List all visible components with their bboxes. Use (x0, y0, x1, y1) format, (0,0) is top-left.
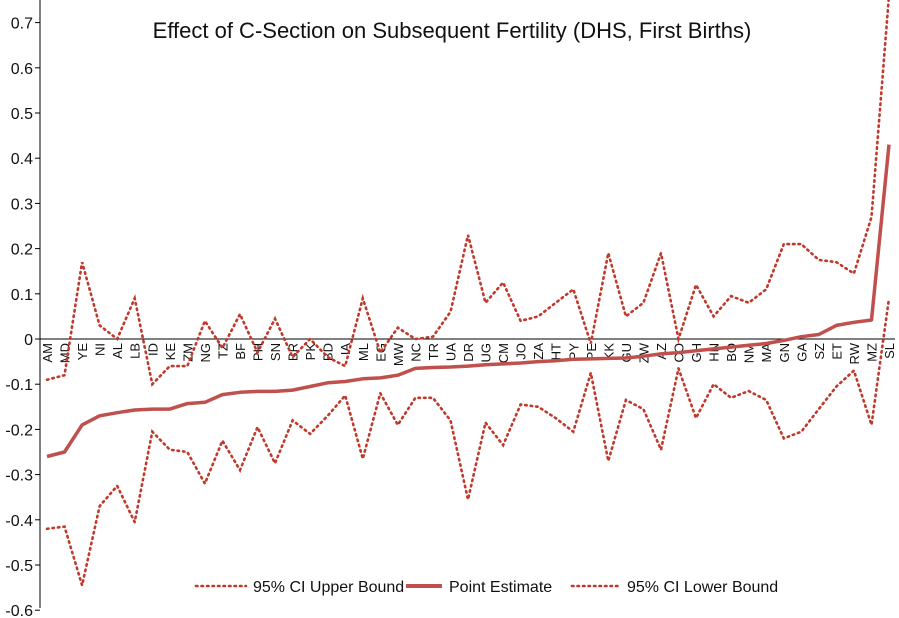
x-tick-label: AM (40, 343, 55, 363)
x-tick-label: SL (882, 343, 897, 359)
y-tick-label: -0.1 (5, 377, 33, 394)
x-tick-label: CM (496, 343, 511, 363)
series-line-0 (45, 0, 890, 387)
x-tick-label: UG (479, 343, 494, 363)
x-tick-label: YE (75, 343, 90, 361)
x-tick-label: LB (128, 343, 143, 359)
x-tick-label: ID (145, 343, 160, 356)
x-tick-label: JO (514, 343, 529, 360)
series-line-2 (45, 296, 891, 591)
y-tick-label: 0.6 (11, 61, 33, 78)
y-tick-label: -0.5 (5, 558, 33, 575)
x-tick-label: TZ (215, 343, 230, 359)
y-tick-label: 0.4 (11, 151, 33, 168)
x-tick-label: ZM (180, 343, 195, 362)
x-tick-label: NG (198, 343, 213, 363)
y-tick-label: -0.2 (5, 422, 33, 439)
x-tick-label: BD (321, 343, 336, 361)
x-tick-label: GA (794, 343, 809, 362)
x-tick-label: SZ (812, 343, 827, 360)
y-tick-label: 0 (24, 332, 33, 349)
legend-label-upper: 95% CI Upper Bound (253, 579, 404, 596)
x-tick-label: TR (426, 343, 441, 360)
x-tick-label: ET (829, 343, 844, 360)
x-tick-label: EG (373, 343, 388, 362)
x-tick-label: ML (356, 343, 371, 361)
x-tick-label: KE (163, 343, 178, 361)
x-tick-label: BF (233, 343, 248, 360)
x-tick-label: NI (93, 343, 108, 356)
x-tick-label: GH (689, 343, 704, 363)
y-tick-label: -0.6 (5, 603, 33, 618)
x-tick-label: MZ (864, 343, 879, 362)
x-tick-label: AZ (654, 343, 669, 360)
y-tick-label: 0.5 (11, 106, 33, 123)
x-axis-tick-labels: AM MD YE NI AL LB ID KE ZM NG TZ BF PH SN BR PK BD IA ML EG… (40, 342, 897, 366)
x-tick-label: RW (847, 342, 862, 364)
x-tick-label: PK (303, 343, 318, 361)
y-tick-label: -0.3 (5, 468, 33, 485)
x-tick-label: ZW (636, 342, 651, 363)
x-tick-label: HN (707, 343, 722, 362)
x-tick-label: ZA (531, 343, 546, 360)
y-tick-label: -0.4 (5, 513, 33, 530)
x-tick-label: PY (566, 343, 581, 361)
series-lines (45, 0, 891, 591)
x-tick-label: DR (461, 343, 476, 362)
y-tick-label: 0.2 (11, 242, 33, 259)
y-tick-label: 0.1 (11, 287, 33, 304)
x-tick-label: MW (391, 342, 406, 366)
x-tick-label: NC (408, 343, 423, 362)
legend-label-lower: 95% CI Lower Bound (627, 579, 778, 596)
x-tick-label: AL (110, 343, 125, 359)
x-tick-label: NM (742, 343, 757, 363)
x-tick-label: IA (338, 343, 353, 356)
x-tick-label: PE (584, 343, 599, 361)
legend-label-point: Point Estimate (449, 579, 552, 596)
x-tick-label: UA (443, 343, 458, 361)
x-tick-label: GN (777, 343, 792, 363)
y-tick-label: 0.3 (11, 196, 33, 213)
y-tick-label: 0.7 (11, 16, 33, 33)
x-tick-label: SN (268, 343, 283, 361)
series-line-1 (46, 144, 891, 459)
x-tick-label: MA (759, 343, 774, 363)
x-tick-label: MD (58, 343, 73, 363)
x-tick-label: KK (601, 343, 616, 361)
x-tick-label: HT (549, 343, 564, 360)
legend: 95% CI Upper Bound Point Estimate 95% CI… (194, 579, 778, 596)
y-axis-ticks: 0.7 0.6 0.5 0.4 0.3 0.2 0.1 0 -0.1 -0.2 -0.3 -0.4 -0… (5, 16, 40, 618)
chart-title: Effect of C-Section on Subsequent Fertil… (153, 18, 752, 43)
